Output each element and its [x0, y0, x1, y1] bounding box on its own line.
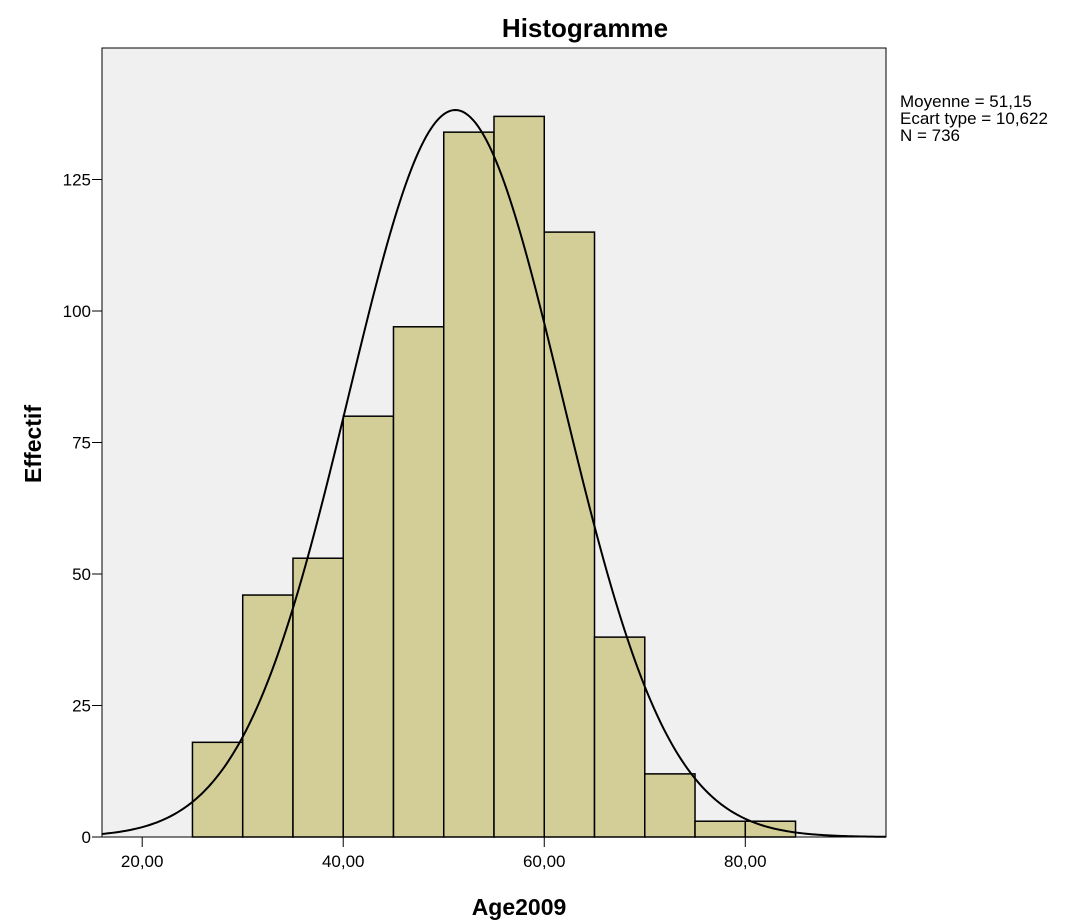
axes-group: 0 25 50 75 100 125 20,00 40,00 60,00 80,00 [63, 48, 886, 871]
y-tick-label-125: 125 [63, 171, 91, 190]
normal-curve-line [101, 108, 887, 838]
x-tick-label-80: 80,00 [724, 852, 767, 871]
y-tick-label-0: 0 [82, 828, 91, 847]
x-tick-label-60: 60,00 [523, 852, 566, 871]
histogram-bar-10 [644, 773, 696, 838]
chart-title: Histogramme [502, 13, 668, 43]
histogram-bar-1 [191, 741, 244, 838]
histogram-bar-7 [493, 115, 546, 838]
histogram-bar-5 [392, 326, 445, 838]
histogram-bar-3 [292, 557, 344, 838]
histogram-bar-6 [442, 131, 495, 838]
stats-n: N = 736 [900, 126, 960, 145]
histogram-bar-4 [342, 415, 395, 838]
y-tick-label-75: 75 [72, 434, 91, 453]
y-axis-title: Effectif [20, 405, 46, 483]
x-tick-label-40: 40,00 [322, 852, 365, 871]
x-axis-title: Age2009 [472, 894, 567, 920]
histogram-bar-9 [593, 636, 646, 838]
bars-group [191, 115, 797, 838]
y-tick-label-25: 25 [72, 697, 91, 716]
x-tick-label-20: 20,00 [121, 852, 164, 871]
histogram-bar-8 [543, 231, 596, 838]
stats-mean: Moyenne = 51,15 [900, 92, 1032, 111]
y-tick-label-100: 100 [63, 302, 91, 321]
histogram-bar-12 [744, 820, 797, 838]
stats-std: Ecart type = 10,622 [900, 109, 1048, 128]
histogram-bar-11 [694, 820, 747, 838]
stats-box: Moyenne = 51,15 Ecart type = 10,622 N = … [900, 92, 1048, 145]
y-tick-label-50: 50 [72, 565, 91, 584]
